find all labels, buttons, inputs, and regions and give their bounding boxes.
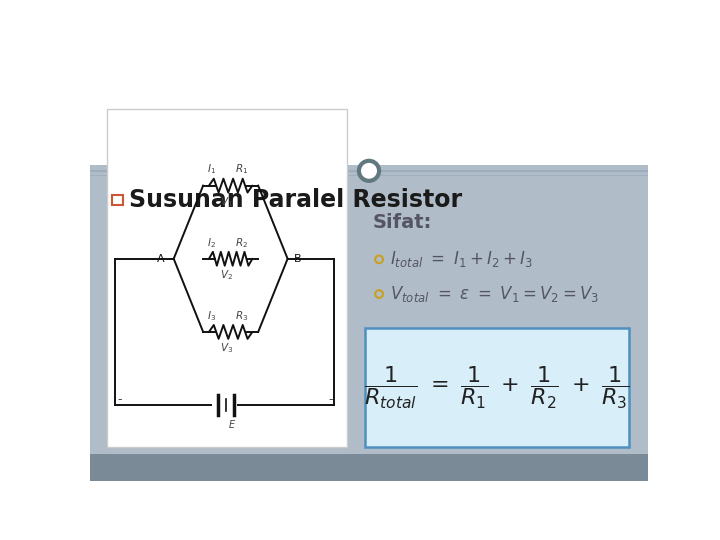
Text: $\dfrac{1}{R_{total}}\ =\ \dfrac{1}{R_1}\ +\ \dfrac{1}{R_2}\ +\ \dfrac{1}{R_3}$: $\dfrac{1}{R_{total}}\ =\ \dfrac{1}{R_1}… [364,364,629,411]
Text: B: B [294,254,302,264]
Text: $I_3$: $I_3$ [207,309,216,323]
Text: $R_2$: $R_2$ [235,236,248,249]
Bar [365,328,629,448]
Text: -: - [117,393,122,406]
Text: Sifat:: Sifat: [373,213,432,232]
Text: $R_3$: $R_3$ [235,309,248,323]
Text: $V_3$: $V_3$ [220,341,233,355]
Bar [90,454,648,481]
Text: $\mathit{V}_{total}\ =\ \varepsilon\ =\ \mathit{V}_1 = \mathit{V}_2 = \mathit{V}: $\mathit{V}_{total}\ =\ \varepsilon\ =\ … [390,284,599,304]
Text: $\mathit{I}_{total}\ =\ \mathit{I}_1 + \mathit{I}_2 + \mathit{I}_3$: $\mathit{I}_{total}\ =\ \mathit{I}_1 + \… [390,249,533,269]
Bar [90,65,648,171]
Bar [90,165,648,454]
Text: -: - [328,393,333,406]
Text: E: E [228,421,235,430]
Text: $I_2$: $I_2$ [207,236,216,249]
Text: Susunan Paralel Resistor: Susunan Paralel Resistor [129,188,462,212]
Text: $I_1$: $I_1$ [207,163,216,177]
Text: $V_2$: $V_2$ [220,268,233,282]
Text: $V_1$: $V_1$ [220,195,233,208]
Bar [112,195,122,206]
Bar [107,109,347,448]
Circle shape [359,161,379,181]
Text: A: A [157,254,164,264]
Text: $R_1$: $R_1$ [235,163,248,177]
